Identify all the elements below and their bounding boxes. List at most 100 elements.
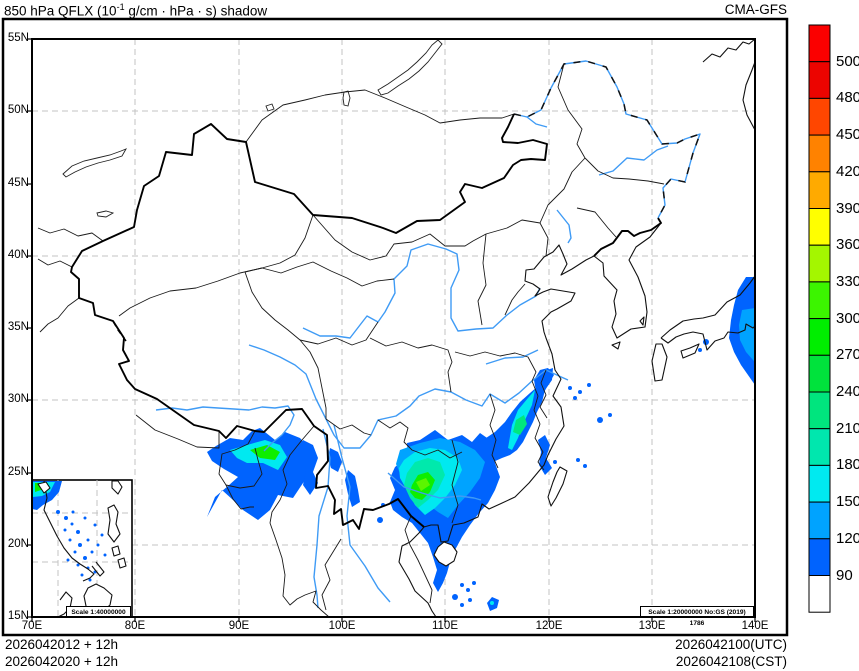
colorbar-segment [808,354,831,393]
lon-tick-label: 70E [21,620,43,632]
taiwan-island [547,466,568,507]
amur-river [513,60,701,219]
okhotsk-coast [702,38,756,63]
qflx-spiral-core [490,601,494,605]
inset-scale-note: Scale 1:40000000 [66,606,131,617]
lon-tick-label: 80E [124,620,146,632]
title-units: g/cm · hPa · s) shadow [124,3,268,19]
colorbar-segment [808,428,831,466]
init-time-utc: 2026042012 + 12h [5,637,118,652]
qflx-yunnan-green [250,445,280,460]
yangtze-river [248,344,569,449]
lat-tick-label: 50N [7,104,29,116]
qflx-dots [608,413,612,417]
nepal-border [135,414,220,449]
kyrgyz-border-2 [37,258,73,268]
gridline-layer [32,39,755,617]
lon-tick-label: 110E [431,620,458,632]
province-guizhou [377,419,463,459]
inset-qflx-dots [80,573,84,577]
colorbar [808,24,831,613]
inset-frame [31,479,133,618]
china-coastline [423,244,595,543]
myanmar-coast [269,522,330,618]
qflx-japan-lblue [739,308,755,362]
province-qinghai-tibet [244,271,327,419]
inset-qflx-dots [76,563,80,567]
province-jilin-liaoning [576,207,617,238]
lat-tick-label: 45N [7,177,29,189]
lat-tick-label: 20N [7,538,29,550]
kyrgyz-border-1 [37,227,104,242]
inset-taiwan [111,480,123,495]
inset-qflx-dots [93,523,97,527]
province-innermongolia-east [539,157,586,257]
qflx-streak-2 [345,470,360,507]
vietnam-coastline [398,526,437,618]
colorbar-tick-label: 240 [836,383,859,400]
qflx-dots [468,598,472,602]
amur-border-dashes [513,60,702,219]
qflx-dots [460,603,464,607]
colorbar-tick-label: 270 [836,346,859,364]
inset-map [31,479,133,618]
province-heilongjiang-jilin [584,157,665,185]
laos-vietnam-border [404,515,433,604]
disputed-border-dash [112,320,127,342]
model-label: CMA-GFS [724,2,787,17]
qflx-fujian-blob [538,435,552,475]
qflx-dots [472,581,476,585]
province-shaanxi-sichuan [369,337,453,393]
colorbar-tick-label: 420 [836,162,859,180]
province-khingan [557,63,586,159]
colorbar-tick-label: 90 [836,566,853,584]
colorbar-tick-label: 150 [836,493,859,511]
kyushu-island [651,343,668,382]
yellow-river [302,243,541,339]
colorbar-segment [808,501,831,540]
inset-vietnam-coast [43,480,95,582]
lake-baikal [377,39,443,96]
lat-tick-label: 35N [7,321,29,333]
qflx-streak-1 [328,448,342,472]
inset-qflx-dots [68,538,72,542]
inset-qflx-dots [71,510,75,514]
colorbar-tick-label: 120 [836,529,859,547]
qflx-dots [576,458,580,462]
colorbar-tick-label: 500 [836,52,859,70]
map-scale-note: Scale 1:20000000 No:GS (2019) 1786 [640,606,754,627]
title-text: 850 hPa QFLX (10 [4,3,117,19]
qflx-dots [587,383,591,387]
lat-tick-label: 25N [7,466,29,478]
colorbar-segment [808,61,831,99]
lat-tick-label: 30N [7,393,29,405]
lake-balkhash [62,148,128,178]
province-hebei-shandong [504,283,526,316]
inset-qflx-dots [88,578,92,582]
colorbar-tick-label: 300 [836,309,859,327]
honshu-north-coast [660,275,756,339]
chart-title: 850 hPa QFLX (10-1 g/cm · hPa · s) shado… [4,2,267,19]
china-border-north [71,113,548,268]
province-qinghai-north [244,261,395,287]
lat-tick-label: 15N [7,610,29,622]
qflx-dots [568,386,572,390]
province-shanxi-hebei [477,233,487,326]
salween-river [313,428,331,609]
qflx-yunnan-tail [300,440,318,495]
inset-island-1 [111,545,121,557]
honshu-south-coast [660,323,756,351]
province-guangxi-guangdong [451,439,459,524]
inset-qflx-dots [86,538,90,542]
qflx-arm-green [513,415,527,435]
colorbar-tick-label: 330 [836,272,859,290]
inset-qflx-dots [56,510,60,514]
inset-luzon [107,504,121,543]
colorbar-tick-label: 450 [836,126,859,144]
colorbar-segment [808,391,831,430]
inset-qflx-dots [90,550,94,554]
qflx-dots [460,583,464,587]
qflx-dots [377,517,383,523]
